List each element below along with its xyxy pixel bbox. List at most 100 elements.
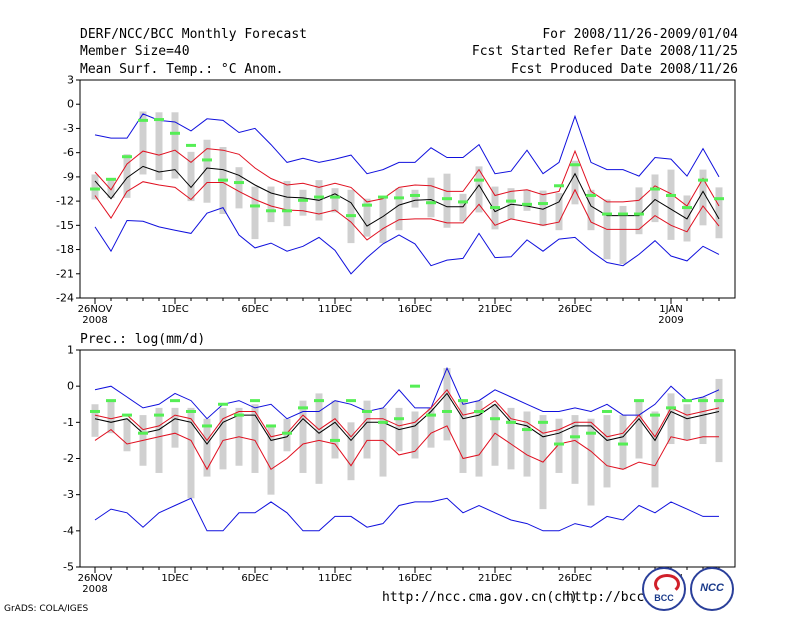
spread-box	[443, 368, 451, 441]
y-tick-label: 3	[67, 74, 74, 87]
forecast-range: For 2008/11/26-2009/01/04	[542, 27, 738, 42]
spread-box	[299, 189, 307, 216]
y-tick-label: -2	[63, 452, 74, 465]
spread-box	[187, 151, 195, 202]
spread-box	[171, 407, 179, 448]
y-tick-label: -15	[56, 219, 74, 232]
spread-box	[155, 407, 163, 473]
spread-box	[203, 139, 211, 203]
bcc-url-link[interactable]: http://bcc.c	[566, 590, 660, 605]
spread-box	[123, 154, 131, 198]
spread-box	[331, 400, 339, 459]
x-tick-label: 26NOV	[78, 304, 113, 315]
spread-box	[315, 393, 323, 484]
spread-box	[699, 397, 707, 445]
spread-box	[587, 189, 595, 231]
produced-date: Fcst Produced Date 2008/11/26	[511, 62, 738, 77]
series-line-min	[94, 497, 719, 532]
x-tick-label: 21DEC	[478, 304, 512, 315]
spread-box	[347, 422, 355, 481]
series-line-lower	[94, 181, 720, 241]
spread-box	[699, 169, 707, 226]
x-tick-label: 11DEC	[318, 573, 352, 584]
y-tick-label: -12	[56, 195, 74, 208]
spread-box	[379, 407, 387, 477]
spread-box	[299, 400, 307, 473]
spread-box	[491, 404, 499, 466]
spread-box	[443, 173, 451, 228]
spread-box	[475, 166, 483, 213]
spread-box	[139, 111, 147, 175]
spread-box	[475, 400, 483, 477]
spread-box	[603, 415, 611, 488]
y-tick-label: 0	[67, 98, 74, 111]
spread-box	[283, 418, 291, 452]
spread-box	[219, 407, 227, 470]
spread-box	[107, 178, 115, 198]
spread-box	[571, 415, 579, 484]
spread-box	[395, 188, 403, 231]
spread-box	[683, 404, 691, 441]
spread-box	[667, 169, 675, 240]
spread-box	[251, 404, 259, 473]
series-line-upper	[94, 148, 720, 207]
chart-title: DERF/NCC/BCC Monthly Forecast	[80, 27, 307, 42]
spread-box	[155, 112, 163, 181]
spread-box	[459, 193, 467, 222]
spread-box	[507, 407, 515, 470]
y-tick-label: -3	[63, 488, 74, 501]
spread-box	[651, 174, 659, 223]
spread-box	[523, 411, 531, 477]
y-tick-label: 1	[67, 344, 74, 357]
spread-box	[539, 190, 547, 227]
spread-box	[667, 393, 675, 445]
spread-box	[619, 415, 627, 470]
spread-box	[251, 186, 259, 240]
y-tick-label: -5	[63, 561, 74, 574]
x-tick-sublabel: 2009	[658, 315, 683, 326]
x-tick-label: 1JAN	[659, 304, 682, 315]
y-tick-label: -18	[56, 243, 74, 256]
ncc-logo-text: NCC	[700, 582, 724, 594]
y-tick-label: -9	[63, 170, 74, 183]
y-tick-label: -1	[63, 416, 74, 429]
y-tick-label: -24	[56, 292, 74, 305]
spread-box	[555, 418, 563, 473]
grads-credit: GrADS: COLA/IGES	[4, 604, 89, 614]
spread-box	[555, 193, 563, 231]
x-tick-sublabel: 2008	[82, 315, 107, 326]
ncc-logo-icon: NCC	[690, 567, 734, 611]
spread-box	[571, 160, 579, 205]
x-tick-label: 16DEC	[398, 304, 432, 315]
series-line-lower	[94, 425, 719, 471]
x-tick-label: 6DEC	[241, 573, 268, 584]
x-tick-label: 6DEC	[241, 304, 268, 315]
spread-box	[411, 189, 419, 208]
spread-box	[411, 411, 419, 459]
spread-box	[523, 189, 531, 211]
x-tick-label: 1DEC	[161, 573, 188, 584]
member-size-label: Member Size=40	[80, 44, 190, 59]
spread-box	[171, 112, 179, 179]
spread-box	[379, 197, 387, 244]
x-tick-label: 16DEC	[398, 573, 432, 584]
ncc-url-link[interactable]: http://ncc.cma.gov.cn(ch)	[382, 590, 578, 605]
spread-box	[91, 404, 99, 437]
series-line-max	[94, 113, 720, 178]
x-tick-label: 1DEC	[161, 304, 188, 315]
spread-box	[107, 400, 115, 434]
spread-box	[635, 187, 643, 235]
series-line-mean	[94, 165, 720, 227]
started-date: Fcst Started Refer Date 2008/11/25	[471, 44, 738, 59]
spread-box	[587, 418, 595, 506]
spread-box	[427, 407, 435, 448]
y-tick-label: -21	[56, 267, 74, 280]
x-tick-label: 11DEC	[318, 304, 352, 315]
spread-box	[363, 400, 371, 459]
spread-box	[619, 205, 627, 265]
series-line-min	[94, 206, 720, 275]
spread-box	[427, 177, 435, 218]
x-tick-sublabel: 2008	[82, 584, 107, 595]
